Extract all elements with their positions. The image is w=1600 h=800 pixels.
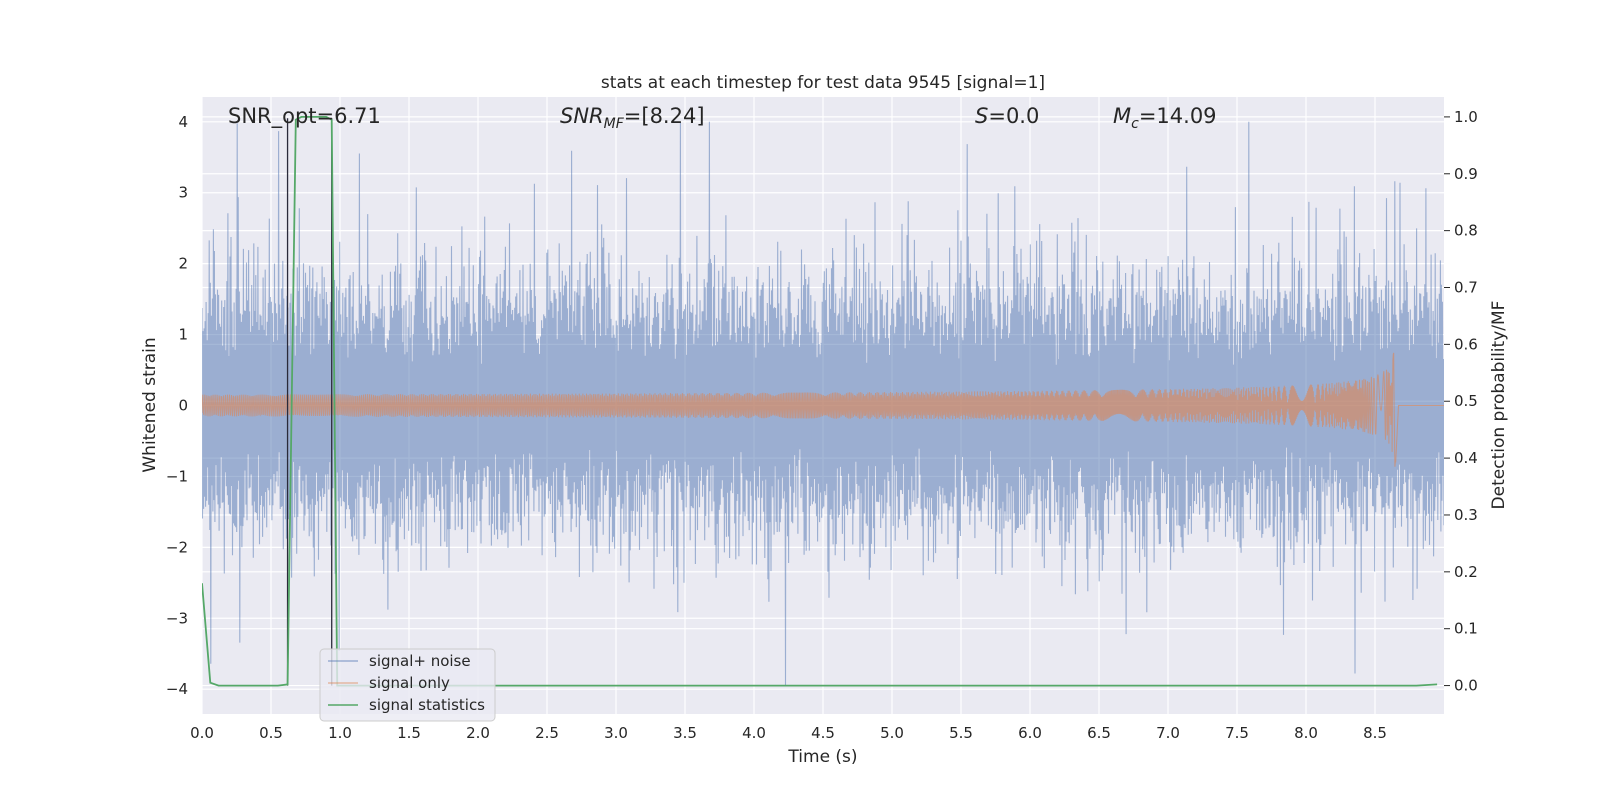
y-axis-label: Whitened strain bbox=[140, 337, 160, 472]
x-tick-label: 1.5 bbox=[397, 724, 421, 742]
legend-label-signal-noise: signal+ noise bbox=[369, 652, 471, 670]
legend-label-signal-statistics: signal statistics bbox=[369, 696, 485, 714]
x-tick-label: 5.0 bbox=[880, 724, 904, 742]
x-tick-label: 0.0 bbox=[190, 724, 214, 742]
plot-area bbox=[202, 116, 1444, 687]
x-tick-label: 7.5 bbox=[1225, 724, 1249, 742]
y-tick-label: 4 bbox=[178, 113, 188, 131]
x-tick-label: 2.5 bbox=[535, 724, 559, 742]
y-axis-left: 4 3 2 1 0 −1 −2 −3 −4 bbox=[166, 113, 188, 698]
y-tick-label: −1 bbox=[166, 467, 188, 485]
x-tick-label: 8.5 bbox=[1363, 724, 1387, 742]
snr-mf-value: =[8.24] bbox=[624, 104, 705, 128]
s-symbol: S bbox=[975, 104, 988, 128]
y-tick-label: 2 bbox=[178, 255, 188, 273]
x-tick-label: 0.5 bbox=[259, 724, 283, 742]
y-right-tick-label: 0.7 bbox=[1454, 279, 1478, 297]
x-axis: 0.0 0.5 1.0 1.5 2.0 2.5 3.0 3.5 4.0 4.5 5.0 5.5 6.0 6… bbox=[190, 724, 1387, 742]
y-axis-right-label: Detection probability/MF bbox=[1489, 301, 1509, 510]
s-value: =0.0 bbox=[988, 104, 1039, 128]
x-tick-label: 3.5 bbox=[673, 724, 697, 742]
x-tick-label: 7.0 bbox=[1156, 724, 1180, 742]
mc-value: =14.09 bbox=[1139, 104, 1217, 128]
y-right-tick-label: 0.6 bbox=[1454, 335, 1478, 353]
y-right-tick-label: 0.3 bbox=[1454, 506, 1478, 524]
legend: signal+ noise signal only signal statist… bbox=[319, 648, 496, 722]
y-right-tick-label: 0.4 bbox=[1454, 449, 1478, 467]
mc-symbol: M bbox=[1113, 104, 1131, 128]
annotation-s: S=0.0 bbox=[975, 104, 1039, 128]
x-axis-label: Time (s) bbox=[787, 747, 857, 767]
series-signal-statistics bbox=[202, 116, 1438, 687]
legend-box bbox=[319, 648, 496, 722]
y-right-tick-label: 1.0 bbox=[1454, 108, 1478, 126]
y-tick-label: 1 bbox=[178, 326, 188, 344]
y-tick-label: −3 bbox=[166, 609, 188, 627]
x-tick-label: 5.5 bbox=[949, 724, 973, 742]
y-axis-right: 1.0 0.9 0.8 0.7 0.6 0.5 0.4 0.3 0.2 0.1 0.0 bbox=[1444, 108, 1478, 695]
y-right-tick-label: 0.8 bbox=[1454, 222, 1478, 240]
series-signal-only bbox=[202, 352, 1444, 467]
y-right-tick-label: 0.2 bbox=[1454, 563, 1478, 581]
y-right-tick-label: 0.9 bbox=[1454, 165, 1478, 183]
legend-label-signal-only: signal only bbox=[369, 674, 450, 692]
chart-title: stats at each timestep for test data 954… bbox=[601, 73, 1045, 93]
annotations: SNR_opt=6.71 SNRMF=[8.24] S=0.0 Mc=14.09 bbox=[228, 104, 1217, 132]
x-tick-label: 3.0 bbox=[604, 724, 628, 742]
mc-subscript: c bbox=[1131, 116, 1139, 132]
x-tick-label: 6.0 bbox=[1018, 724, 1042, 742]
x-tick-label: 4.0 bbox=[742, 724, 766, 742]
y-tick-label: −4 bbox=[166, 680, 188, 698]
annotation-mc: Mc=14.09 bbox=[1113, 104, 1217, 132]
y-tick-label: 3 bbox=[178, 184, 188, 202]
annotation-snr-mf: SNRMF=[8.24] bbox=[560, 104, 705, 132]
y-right-tick-label: 0.0 bbox=[1454, 677, 1478, 695]
x-tick-label: 1.0 bbox=[328, 724, 352, 742]
x-tick-label: 6.5 bbox=[1087, 724, 1111, 742]
y-right-tick-label: 0.1 bbox=[1454, 620, 1478, 638]
y-tick-label: 0 bbox=[178, 397, 188, 415]
y-tick-label: −2 bbox=[166, 538, 188, 556]
x-tick-label: 4.5 bbox=[811, 724, 835, 742]
annotation-snr-opt: SNR_opt=6.71 bbox=[228, 104, 381, 129]
snr-mf-subscript: MF bbox=[604, 116, 625, 132]
snr-mf-symbol: SNR bbox=[560, 104, 604, 128]
x-tick-label: 2.0 bbox=[466, 724, 490, 742]
y-right-tick-label: 0.5 bbox=[1454, 392, 1478, 410]
x-tick-label: 8.0 bbox=[1294, 724, 1318, 742]
